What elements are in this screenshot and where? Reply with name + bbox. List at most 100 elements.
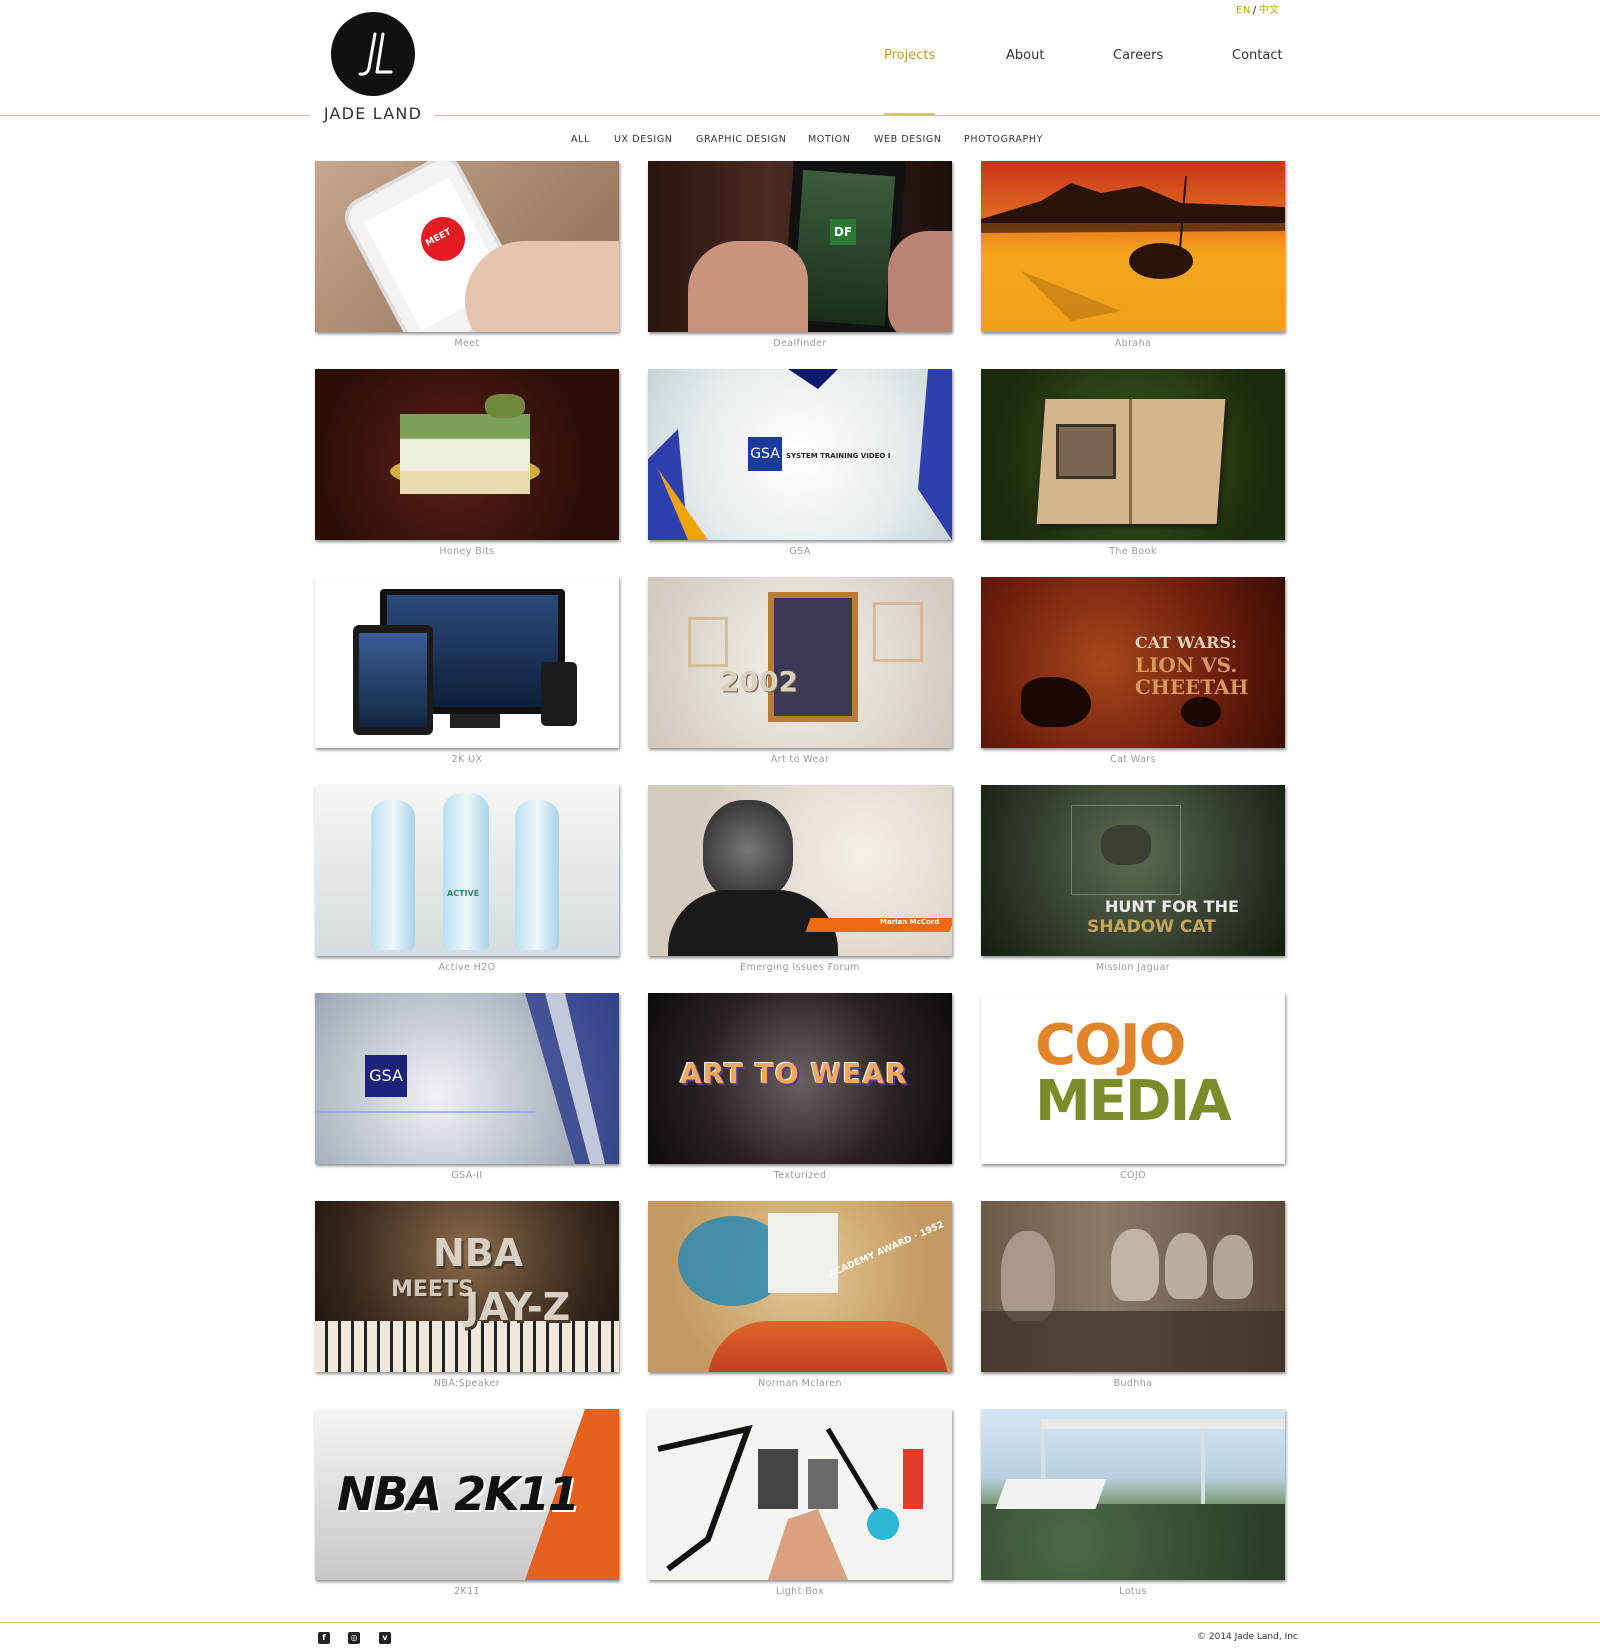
project-thumbnail xyxy=(981,1201,1285,1372)
project-thumbnail: GSA SYSTEM TRAINING VIDEO I xyxy=(648,369,952,540)
main-nav: Projects About Careers Contact xyxy=(0,48,1600,68)
vimeo-icon[interactable]: v xyxy=(379,1632,391,1644)
project-caption: NBA:Speaker xyxy=(433,1378,501,1389)
lang-en-link[interactable]: EN xyxy=(1236,5,1251,16)
thumb-text-nba-2: MEETS xyxy=(391,1277,474,1302)
filter-graphic-design[interactable]: GRAPHIC DESIGN xyxy=(696,134,787,145)
project-caption: Norman Mclaren xyxy=(758,1378,842,1389)
project-tile-cojo[interactable]: COJO MEDIA COJO xyxy=(981,993,1285,1183)
nav-active-indicator xyxy=(884,113,935,116)
project-tile-budhha[interactable]: Budhha xyxy=(981,1201,1285,1391)
project-thumbnail: DF xyxy=(648,161,952,332)
project-thumbnail: ACADEMY AWARD · 1952 xyxy=(648,1201,952,1372)
project-caption: Cat Wars xyxy=(1110,754,1156,765)
thumb-text-jaguar-2: SHADOW CAT xyxy=(1087,917,1216,937)
project-tile-2k-ux[interactable]: 2K UX xyxy=(315,577,619,767)
project-caption: Active H2O xyxy=(438,962,496,973)
project-caption: Meet xyxy=(454,338,480,349)
project-thumbnail xyxy=(315,577,619,748)
thumb-text-texturized: ART TO WEAR xyxy=(680,1057,908,1090)
project-tile-light-box[interactable]: Light Box xyxy=(648,1409,952,1599)
thumb-text-gsa-ii: GSA xyxy=(365,1055,407,1097)
project-thumbnail xyxy=(648,1409,952,1580)
project-tile-norman-mclaren[interactable]: ACADEMY AWARD · 1952 Norman Mclaren xyxy=(648,1201,952,1391)
logo-wordmark: JADE LAND xyxy=(323,104,423,123)
thumb-text-nba-3: JAY-Z xyxy=(465,1285,571,1329)
project-caption: The Book xyxy=(1109,546,1157,557)
project-tile-gsa[interactable]: GSA SYSTEM TRAINING VIDEO I GSA xyxy=(648,369,952,559)
project-tile-lotus[interactable]: Lotus xyxy=(981,1409,1285,1599)
project-tile-emerging-issues[interactable]: Marian McCord Emerging Issues Forum xyxy=(648,785,952,975)
project-tile-cat-wars[interactable]: CAT WARS: LION VS. CHEETAH Cat Wars xyxy=(981,577,1285,767)
project-thumbnail xyxy=(981,1409,1285,1580)
logo-monogram-icon xyxy=(331,12,415,96)
filter-photography[interactable]: PHOTOGRAPHY xyxy=(964,134,1043,145)
header-divider-right xyxy=(434,115,1600,116)
thumb-text-nba-1: NBA xyxy=(433,1231,524,1275)
project-caption: Honey Bits xyxy=(439,546,495,557)
nav-contact[interactable]: Contact xyxy=(1232,48,1283,63)
project-tile-nba-speaker[interactable]: NBA MEETS JAY-Z NBA:Speaker xyxy=(315,1201,619,1391)
project-caption: Dealfinder xyxy=(773,338,827,349)
project-thumbnail xyxy=(981,369,1285,540)
project-tile-the-book[interactable]: The Book xyxy=(981,369,1285,559)
thumb-text-active: ACTIVE xyxy=(447,889,480,898)
project-caption: GSA-II xyxy=(451,1170,483,1181)
filter-motion[interactable]: MOTION xyxy=(808,134,851,145)
thumb-text-gsa: GSA xyxy=(748,437,782,471)
project-caption: 2K UX xyxy=(451,754,483,765)
project-thumbnail: NBA MEETS JAY-Z xyxy=(315,1201,619,1372)
thumb-text-cojo-2: MEDIA xyxy=(1035,1069,1232,1134)
project-caption: GSA xyxy=(789,546,811,557)
project-thumbnail xyxy=(981,161,1285,332)
project-tile-dealfinder[interactable]: DF Dealfinder xyxy=(648,161,952,351)
filter-web-design[interactable]: WEB DESIGN xyxy=(874,134,942,145)
project-thumbnail: 2002 xyxy=(648,577,952,748)
thumb-text-norman: ACADEMY AWARD · 1952 xyxy=(827,1220,946,1280)
logo[interactable]: JADE LAND xyxy=(317,12,429,123)
nav-careers[interactable]: Careers xyxy=(1113,48,1164,63)
lang-separator: / xyxy=(1252,5,1257,16)
project-caption: 2K11 xyxy=(454,1586,480,1597)
filter-ux-design[interactable]: UX DESIGN xyxy=(614,134,673,145)
project-thumbnail: HUNT FOR THE SHADOW CAT xyxy=(981,785,1285,956)
project-caption: Mission Jaguar xyxy=(1095,962,1171,973)
project-tile-honey-bits[interactable]: Honey Bits xyxy=(315,369,619,559)
project-thumbnail: NBA 2K11 xyxy=(315,1409,619,1580)
project-tile-texturized[interactable]: ART TO WEAR Texturized xyxy=(648,993,952,1183)
thumb-text-dealfinder: DF xyxy=(830,219,856,245)
thumb-text-gsa-sub: SYSTEM TRAINING VIDEO I xyxy=(786,452,891,460)
instagram-icon[interactable]: ◎ xyxy=(348,1632,360,1644)
nav-about[interactable]: About xyxy=(1006,48,1045,63)
project-tile-meet[interactable]: MEET Meet xyxy=(315,161,619,351)
project-caption: Art to Wear xyxy=(770,754,830,765)
lang-zh-link[interactable]: 中文 xyxy=(1258,5,1280,16)
project-tile-active-h2o[interactable]: ACTIVE Active H2O xyxy=(315,785,619,975)
project-thumbnail: CAT WARS: LION VS. CHEETAH xyxy=(981,577,1285,748)
project-tile-abraha[interactable]: Abraha xyxy=(981,161,1285,351)
thumb-text-cat-wars-2: LION VS. xyxy=(1135,653,1238,677)
language-switch: EN / 中文 xyxy=(1236,1,1280,16)
project-caption: Lotus xyxy=(1119,1586,1147,1597)
filter-all[interactable]: ALL xyxy=(571,134,590,145)
project-thumbnail: COJO MEDIA xyxy=(981,993,1285,1164)
project-thumbnail: Marian McCord xyxy=(648,785,952,956)
project-thumbnail: ACTIVE xyxy=(315,785,619,956)
project-caption: Abraha xyxy=(1114,338,1152,349)
thumb-text-cat-wars-3: CHEETAH xyxy=(1135,675,1249,699)
facebook-icon[interactable]: f xyxy=(318,1632,330,1644)
thumb-text-2k11: NBA 2K11 xyxy=(337,1467,580,1521)
project-thumbnail xyxy=(315,369,619,540)
copyright-text: © 2014 Jade Land, Inc xyxy=(1197,1632,1298,1642)
project-caption: Emerging Issues Forum xyxy=(740,962,860,973)
project-tile-gsa-ii[interactable]: GSA GSA-II xyxy=(315,993,619,1183)
project-tile-2k11[interactable]: NBA 2K11 2K11 xyxy=(315,1409,619,1599)
thumb-text-jaguar-1: HUNT FOR THE xyxy=(1105,897,1239,916)
project-thumbnail: MEET xyxy=(315,161,619,332)
thumb-text-marian: Marian McCord xyxy=(880,918,940,926)
project-tile-mission-jaguar[interactable]: HUNT FOR THE SHADOW CAT Mission Jaguar xyxy=(981,785,1285,975)
nav-projects[interactable]: Projects xyxy=(884,48,936,63)
project-tile-art-to-wear[interactable]: 2002 Art to Wear xyxy=(648,577,952,767)
thumb-text-cat-wars-1: CAT WARS: xyxy=(1135,633,1237,652)
project-caption: Light Box xyxy=(776,1586,824,1597)
